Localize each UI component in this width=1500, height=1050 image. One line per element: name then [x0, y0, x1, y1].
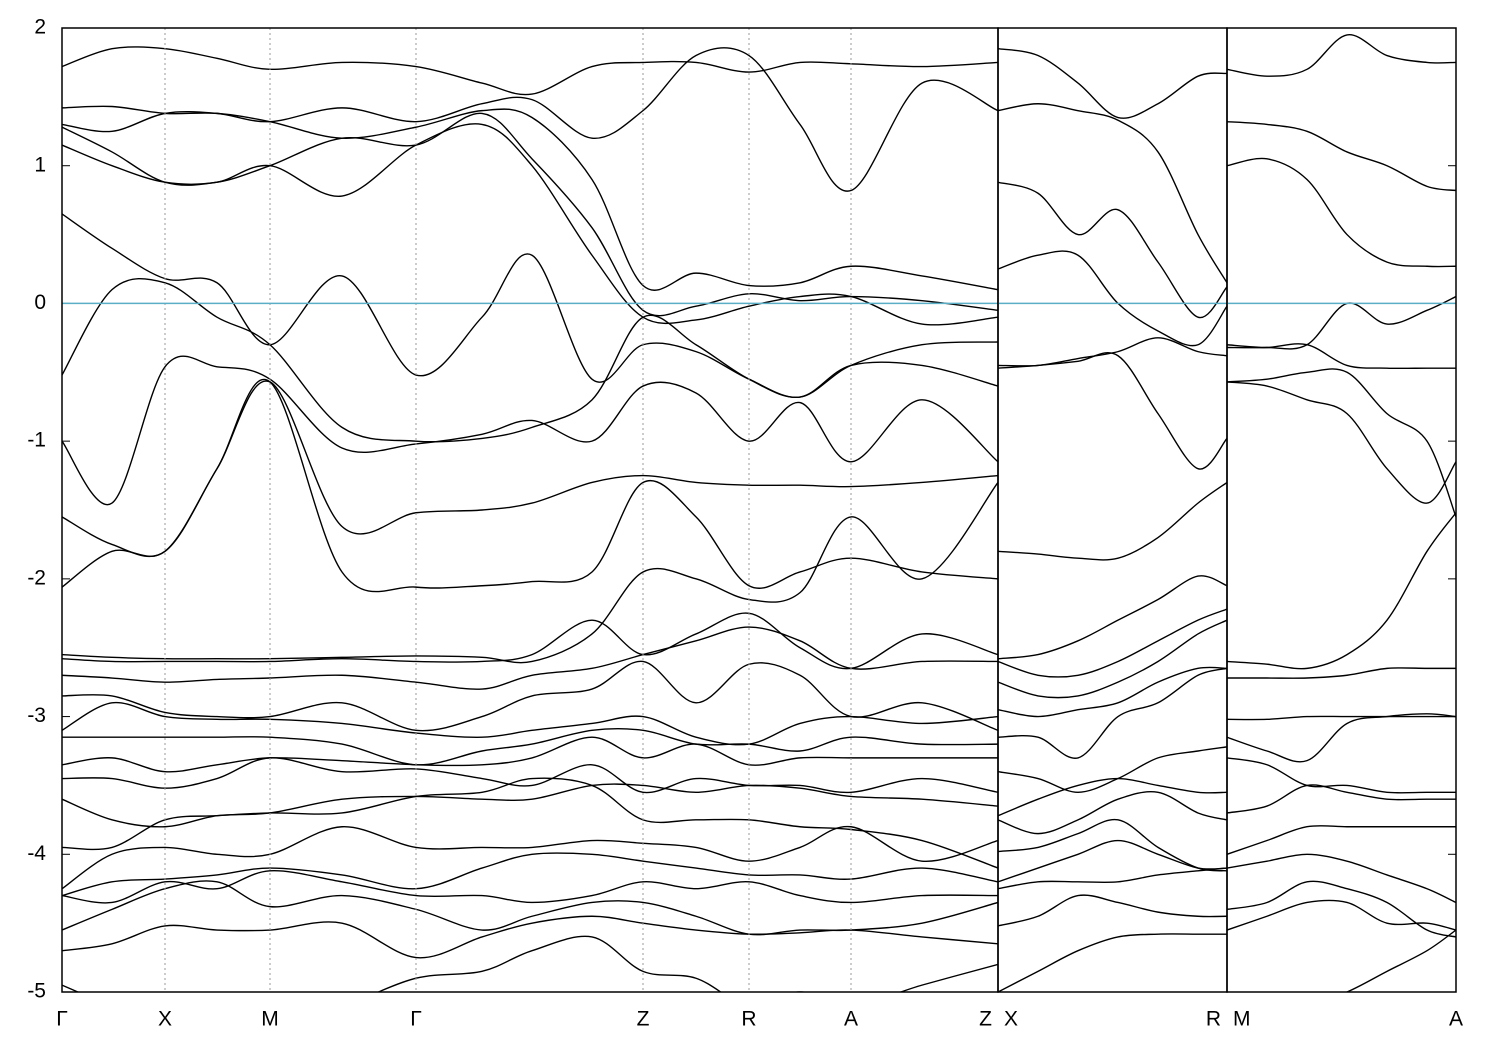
- band-line: [1227, 34, 1456, 77]
- x-tick-label: A: [844, 1008, 858, 1031]
- band-line: [998, 867, 1227, 890]
- y-tick-label: -2: [27, 566, 46, 589]
- band-line: [62, 701, 998, 746]
- x-tick-label: Z: [979, 1008, 992, 1031]
- band-line: [1227, 880, 1456, 938]
- band-line: [998, 352, 1227, 470]
- y-tick-label: 0: [34, 291, 46, 314]
- y-tick-label: -4: [27, 842, 46, 865]
- band-line: [998, 250, 1227, 347]
- x-tick-label: Γ: [410, 1008, 422, 1031]
- band-line: [998, 619, 1227, 699]
- band-line: [998, 791, 1227, 835]
- x-tick-label: Γ: [56, 1008, 68, 1031]
- band-line: [1227, 713, 1456, 763]
- band-line: [62, 626, 998, 690]
- band-line: [998, 575, 1227, 660]
- band-line: [1227, 825, 1456, 855]
- panel: [998, 47, 1227, 992]
- band-line: [62, 213, 998, 398]
- band-line: [998, 839, 1227, 883]
- band-line: [1227, 120, 1456, 192]
- band-line: [62, 380, 998, 558]
- band-line: [62, 47, 998, 192]
- band-line: [998, 47, 1227, 119]
- band-line: [998, 933, 1227, 992]
- x-tick-label: R: [741, 1008, 756, 1031]
- band-line: [1227, 157, 1456, 268]
- band-line: [62, 880, 998, 936]
- band-line: [1227, 295, 1456, 350]
- band-line: [1227, 899, 1456, 931]
- panel: [1227, 34, 1456, 992]
- band-line: [62, 123, 998, 326]
- y-tick-label: -5: [27, 980, 46, 1003]
- y-tick-label: 2: [34, 16, 46, 39]
- band-line: [998, 337, 1227, 367]
- band-line: [1227, 853, 1456, 904]
- band-line: [998, 777, 1227, 817]
- band-line: [62, 660, 998, 732]
- band-line: [998, 894, 1227, 927]
- y-tick-label: 1: [34, 153, 46, 176]
- x-tick-label: X: [1004, 1008, 1018, 1031]
- band-line: [998, 181, 1227, 318]
- band-line: [62, 112, 998, 317]
- band-line: [998, 818, 1227, 872]
- band-line: [62, 757, 998, 794]
- x-tick-label: A: [1449, 1008, 1463, 1031]
- band-line: [62, 736, 998, 773]
- x-tick-label: M: [261, 1008, 279, 1031]
- band-line: [998, 666, 1227, 718]
- x-tick-label: M: [1233, 1008, 1251, 1031]
- band-line: [62, 612, 998, 670]
- band-line: [1227, 512, 1456, 670]
- band-line: [998, 746, 1227, 794]
- band-line: [1227, 715, 1456, 721]
- band-line: [998, 103, 1227, 284]
- band-line: [1227, 381, 1456, 504]
- band-line: [62, 870, 998, 904]
- x-tick-label: R: [1206, 1008, 1221, 1031]
- band-line: [62, 482, 998, 664]
- band-line: [998, 481, 1227, 561]
- band-line: [998, 608, 1227, 678]
- band-line: [1227, 784, 1456, 814]
- band-line: [62, 935, 998, 992]
- band-line: [1227, 368, 1456, 518]
- x-tick-label: X: [158, 1008, 172, 1031]
- band-line: [1345, 929, 1456, 992]
- band-line: [62, 355, 998, 506]
- band-line: [62, 777, 998, 869]
- band-line: [62, 378, 998, 593]
- y-tick-label: -3: [27, 704, 46, 727]
- band-line: [998, 667, 1227, 759]
- band-line: [62, 727, 998, 766]
- band-line: [1227, 343, 1456, 370]
- panel-frame: [1226, 27, 1457, 993]
- band-line: [1227, 667, 1456, 679]
- band-line: [62, 826, 998, 890]
- x-tick-label: Z: [637, 1008, 650, 1031]
- band-line: [62, 915, 998, 959]
- band-line: [62, 852, 998, 897]
- band-line: [62, 783, 998, 828]
- band-line: [62, 108, 998, 291]
- y-tick-label: -1: [27, 429, 46, 452]
- band-line: [62, 278, 998, 443]
- panel: [62, 46, 998, 992]
- band-line: [62, 46, 998, 96]
- panel-frame: [997, 27, 1228, 993]
- band-line: [1227, 757, 1456, 794]
